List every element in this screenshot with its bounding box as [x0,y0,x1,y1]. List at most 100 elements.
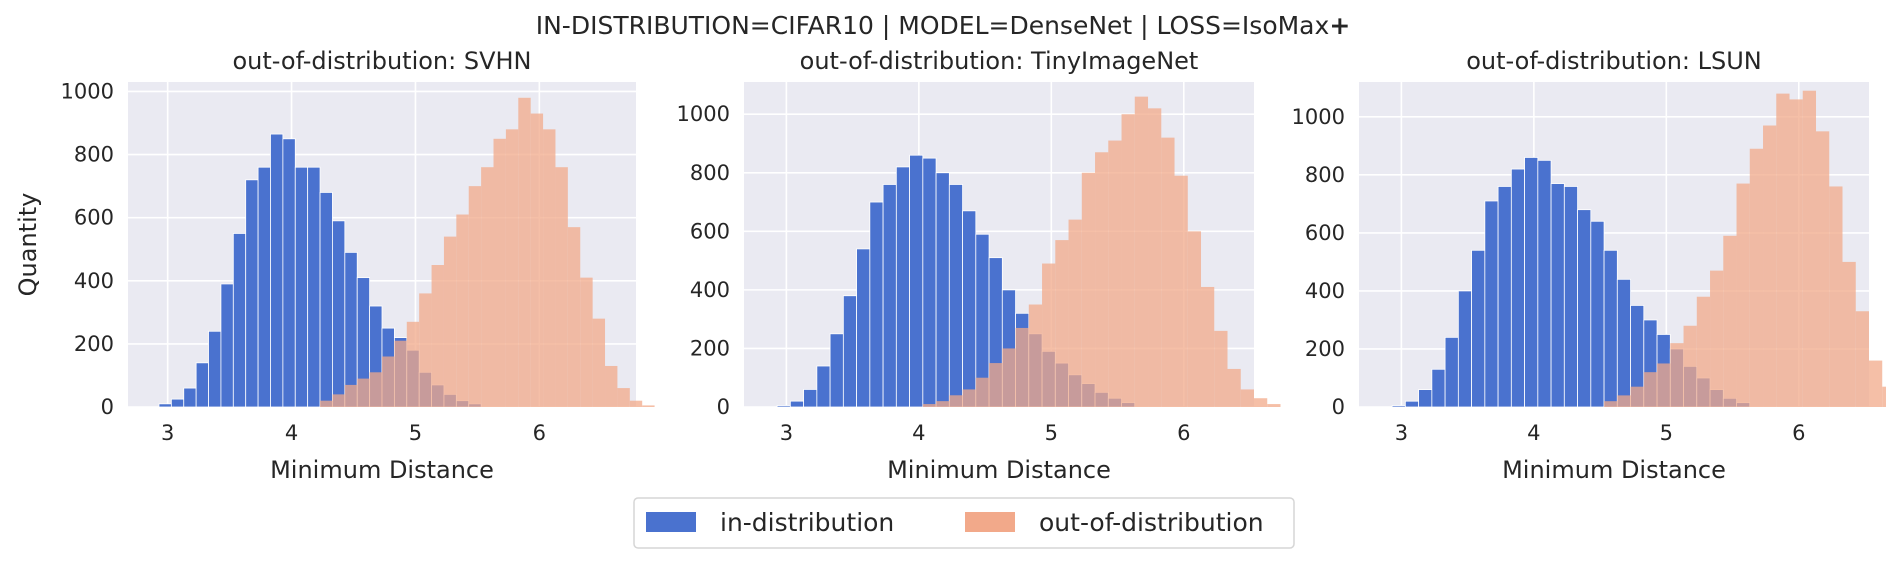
bar-out-of-distribution [1802,90,1817,408]
bar-out-of-distribution [1108,140,1122,407]
bar-out-of-distribution [922,404,937,407]
bar-out-of-distribution [493,138,506,407]
bar-in-distribution [1391,405,1406,408]
bar-in-distribution [1563,186,1578,408]
x-axis-label: Minimum Distance [887,456,1111,484]
bar-out-of-distribution [592,318,606,407]
x-tick-label: 6 [1177,421,1190,445]
bar-out-of-distribution [1055,240,1069,407]
bar-out-of-distribution [357,378,370,407]
bar-in-distribution [270,133,284,408]
y-tick-label: 0 [101,395,114,419]
bar-in-distribution [195,362,209,408]
bar-in-distribution [1431,368,1446,408]
bar-in-distribution [294,166,309,408]
bar-out-of-distribution [1630,386,1644,407]
bar-out-of-distribution [1829,186,1843,407]
bar-out-of-distribution [1161,137,1175,408]
x-tick-label: 4 [912,421,925,445]
bar-in-distribution [1457,290,1472,408]
bar-in-distribution [282,138,296,408]
y-tick-label: 400 [1305,279,1345,303]
bar-out-of-distribution [1657,363,1671,407]
bar-out-of-distribution [1696,296,1711,407]
bar-in-distribution [319,192,333,408]
y-axis-label: Quantity [14,193,42,297]
bar-out-of-distribution [962,389,976,407]
bar-in-distribution [183,387,197,408]
bar-out-of-distribution [1683,325,1697,407]
y-tick-label: 600 [690,219,730,243]
bar-in-distribution [895,166,910,408]
bar-out-of-distribution [1002,348,1016,407]
bar-in-distribution [935,172,950,408]
bar-out-of-distribution [481,167,494,407]
y-tick-label: 1000 [677,102,730,126]
bar-out-of-distribution [949,395,963,407]
x-tick-label: 4 [1527,421,1540,445]
bar-out-of-distribution [1723,235,1737,407]
bar-in-distribution [776,405,791,408]
bar-out-of-distribution [975,377,990,407]
bar-out-of-distribution [1643,372,1658,407]
y-tick-label: 800 [74,143,114,167]
bar-out-of-distribution [567,227,581,407]
bar-in-distribution [803,389,818,408]
suptitle-plus: + [1329,11,1350,40]
bar-out-of-distribution [1617,395,1631,407]
bar-in-distribution [1510,168,1525,408]
y-tick-label: 1000 [61,79,114,103]
suptitle-text: IN-DISTRIBUTION=CIFAR10 | MODEL=DenseNet… [536,11,1330,40]
bar-in-distribution [170,398,185,408]
bar-out-of-distribution [518,97,531,407]
bar-in-distribution [1418,389,1433,408]
bar-out-of-distribution [1134,96,1149,407]
x-tick-label: 5 [409,421,422,445]
bar-out-of-distribution [1148,108,1162,407]
bar-out-of-distribution [1882,386,1886,407]
y-tick-label: 400 [74,269,114,293]
bar-out-of-distribution [555,167,568,407]
bar-in-distribution [909,154,924,408]
bar-in-distribution [1444,336,1459,408]
bar-in-distribution [869,201,884,408]
bar-out-of-distribution [1214,330,1228,407]
bar-out-of-distribution [505,129,519,408]
bar-out-of-distribution [629,400,643,407]
y-tick-label: 200 [74,332,114,356]
y-tick-label: 600 [74,206,114,230]
bar-in-distribution [232,233,247,408]
x-tick-label: 3 [780,421,793,445]
x-tick-label: 4 [285,421,298,445]
y-tick-label: 400 [690,278,730,302]
bar-out-of-distribution [1670,343,1684,407]
panel-title: out-of-distribution: SVHN [232,47,531,75]
bar-out-of-distribution [543,129,556,408]
bar-in-distribution [1524,157,1539,408]
bar-in-distribution [245,179,259,408]
bar-out-of-distribution [1776,93,1790,407]
bar-in-distribution [829,333,844,408]
bar-out-of-distribution [443,236,457,407]
bar-out-of-distribution [605,365,618,407]
bar-out-of-distribution [1121,114,1135,407]
bar-in-distribution [1471,249,1486,408]
x-tick-label: 3 [161,421,174,445]
bar-out-of-distribution [1187,231,1202,407]
x-tick-label: 6 [533,421,546,445]
bar-out-of-distribution [1855,311,1869,407]
bar-in-distribution [1497,186,1512,408]
bar-out-of-distribution [1028,304,1043,407]
bar-out-of-distribution [1015,327,1029,407]
panel-title: out-of-distribution: TinyImageNet [800,47,1199,75]
bar-out-of-distribution [1095,152,1109,407]
bar-out-of-distribution [1254,398,1268,407]
legend-frame [633,497,1295,549]
bar-out-of-distribution [1174,175,1188,407]
bar-in-distribution [1404,400,1420,408]
bar-in-distribution [158,403,172,408]
bar-in-distribution [948,184,963,408]
panel-tinyimagenet: 3 4 5 6 0 200 400 600 800 1000 out-of-distribution… [677,47,1281,484]
bar-out-of-distribution [1710,270,1724,407]
bar-out-of-distribution [394,340,407,407]
